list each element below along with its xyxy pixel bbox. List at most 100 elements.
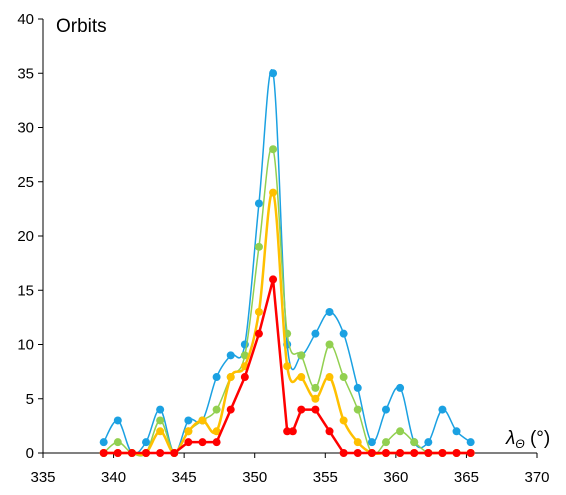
data-point	[452, 427, 461, 436]
series-layer	[99, 69, 475, 457]
data-point	[381, 438, 390, 447]
x-tick-label: 335	[30, 469, 55, 486]
data-point	[396, 383, 405, 392]
data-point	[353, 438, 362, 447]
x-tick-label: 370	[524, 469, 549, 486]
data-point	[311, 383, 320, 392]
x-tick-label: 345	[172, 469, 197, 486]
data-point	[466, 449, 475, 457]
data-point	[142, 449, 151, 457]
data-point	[367, 438, 376, 447]
data-point	[367, 449, 376, 457]
data-point	[240, 351, 249, 360]
data-point	[254, 242, 263, 251]
x-axis-title-symbol: λ	[505, 428, 515, 449]
data-point	[297, 405, 306, 414]
data-point	[353, 383, 362, 392]
data-point	[240, 373, 249, 382]
data-point	[156, 427, 165, 436]
data-point	[466, 438, 475, 447]
x-axis-title: λΘ (°)	[505, 428, 550, 451]
data-point	[269, 275, 278, 284]
data-point	[113, 438, 122, 447]
data-point	[99, 449, 108, 457]
series-2	[99, 145, 475, 457]
data-point	[424, 438, 433, 447]
data-point	[254, 199, 263, 208]
data-point	[325, 340, 334, 349]
data-point	[142, 438, 151, 447]
data-point	[339, 373, 348, 382]
data-point	[424, 449, 433, 457]
data-point	[156, 405, 165, 414]
series-line	[103, 146, 471, 457]
x-tick-label: 350	[242, 469, 267, 486]
data-point	[254, 307, 263, 316]
data-point	[283, 427, 292, 436]
x-tick-label: 360	[383, 469, 408, 486]
y-tick-label: 35	[17, 65, 34, 82]
data-point	[339, 449, 348, 457]
data-point	[156, 416, 165, 425]
data-point	[311, 394, 320, 403]
data-point	[353, 449, 362, 457]
y-tick-label: 20	[17, 228, 34, 245]
axes: 0 5 10 15 20 25 30 35 40 335 340 345 350 355 360 365 370	[17, 11, 549, 486]
data-point	[170, 449, 179, 457]
x-tick-label: 340	[101, 469, 126, 486]
data-point	[156, 449, 165, 457]
data-point	[184, 438, 193, 447]
series-1	[99, 69, 475, 457]
y-tick-label: 25	[17, 174, 34, 191]
data-point	[113, 416, 122, 425]
data-point	[396, 427, 405, 436]
data-point	[311, 405, 320, 414]
data-point	[184, 427, 193, 436]
data-point	[226, 405, 235, 414]
data-point	[184, 416, 193, 425]
data-point	[269, 188, 278, 197]
data-point	[226, 351, 235, 360]
data-point	[212, 438, 221, 447]
data-point	[339, 416, 348, 425]
data-point	[254, 329, 263, 338]
data-point	[297, 351, 306, 360]
data-point	[283, 362, 292, 371]
x-tick-label: 355	[313, 469, 338, 486]
data-point	[212, 427, 221, 436]
series-line	[103, 69, 472, 455]
y-tick-label: 15	[17, 282, 34, 299]
y-tick-label: 5	[26, 391, 34, 408]
data-point	[113, 449, 122, 457]
data-point	[288, 427, 297, 436]
x-axis-title-unit: (°)	[525, 428, 551, 449]
x-axis-title-subscript: Θ	[515, 437, 524, 451]
data-point	[339, 329, 348, 338]
data-point	[198, 438, 207, 447]
data-point	[353, 405, 362, 414]
data-point	[325, 307, 334, 316]
series-3	[99, 188, 475, 457]
data-point	[325, 427, 334, 436]
data-point	[396, 449, 405, 457]
data-point	[410, 449, 419, 457]
data-point	[127, 449, 136, 457]
y-tick-label: 30	[17, 120, 34, 137]
data-point	[452, 449, 461, 457]
data-point	[325, 373, 334, 382]
data-point	[212, 405, 221, 414]
series-4	[99, 275, 475, 457]
y-tick-label: 0	[26, 445, 34, 462]
y-tick-label: 40	[17, 11, 34, 28]
data-point	[297, 373, 306, 382]
data-point	[410, 438, 419, 447]
data-point	[269, 145, 278, 154]
data-point	[99, 438, 108, 447]
data-point	[311, 329, 320, 338]
y-tick-label: 10	[17, 337, 34, 354]
data-point	[269, 69, 278, 78]
data-point	[226, 373, 235, 382]
data-point	[198, 416, 207, 425]
series-line	[103, 191, 471, 456]
